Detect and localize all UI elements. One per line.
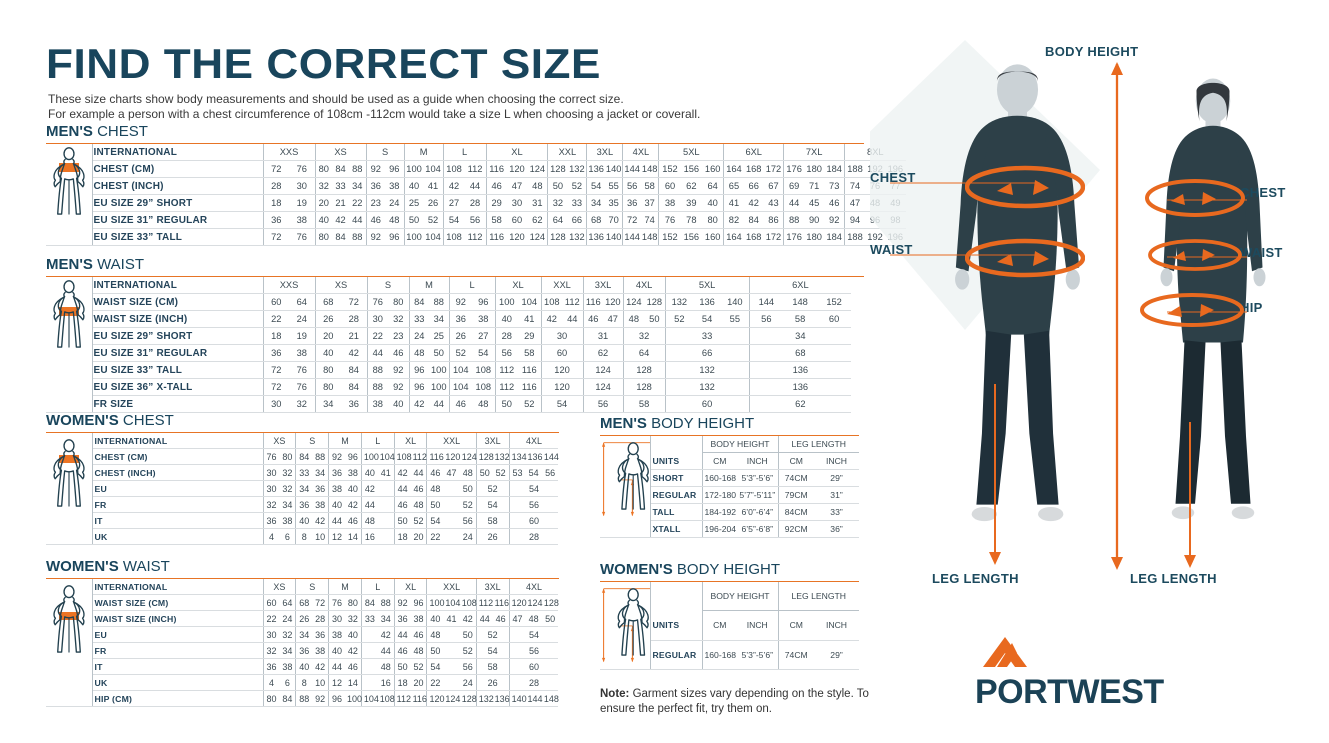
svg-text:PORTWEST: PORTWEST	[975, 673, 1164, 711]
